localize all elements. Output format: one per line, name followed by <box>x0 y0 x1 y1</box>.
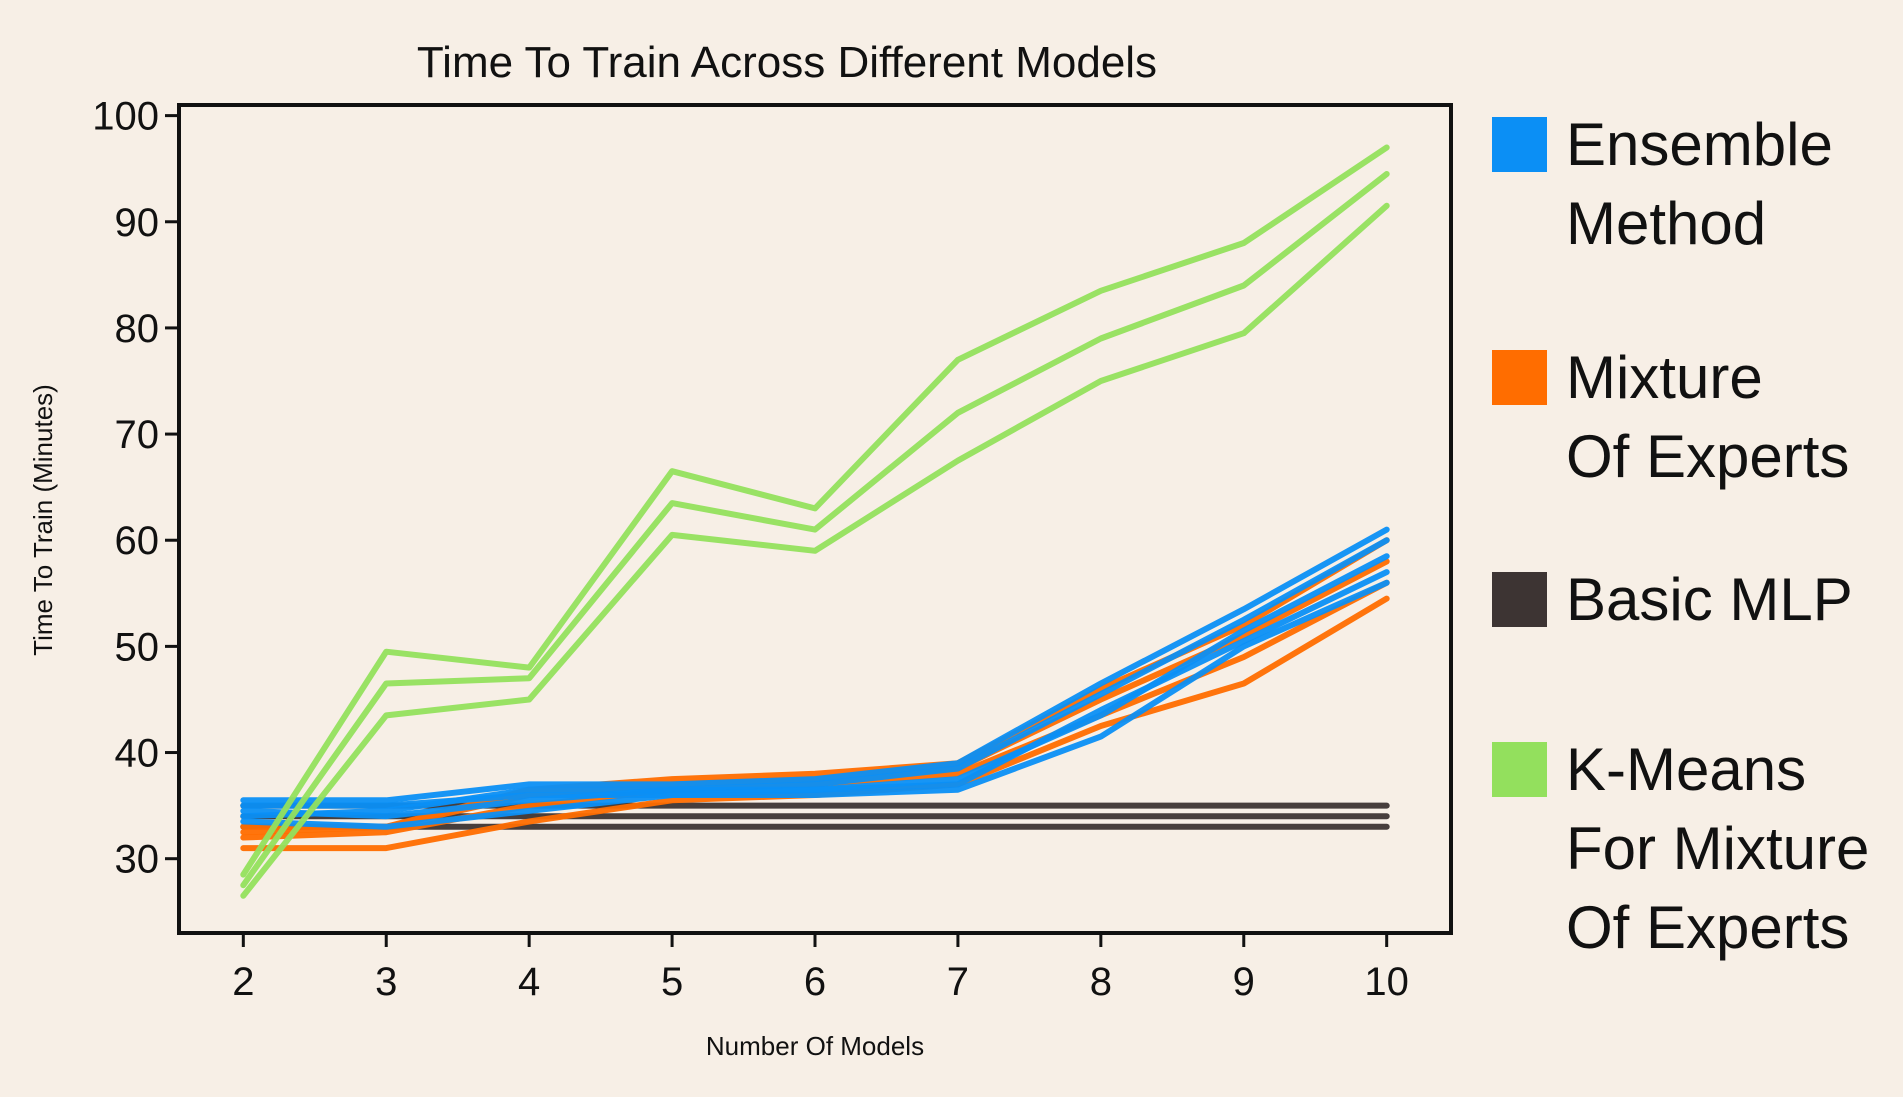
y-tick-label: 90 <box>115 201 160 245</box>
legend-swatch <box>1492 572 1547 627</box>
y-tick-label: 30 <box>115 838 160 882</box>
x-tick-label: 7 <box>947 960 969 1004</box>
chart-title: Time To Train Across Different Models <box>417 38 1157 87</box>
y-tick-label: 70 <box>115 413 160 457</box>
legend-label: Method <box>1566 190 1766 257</box>
y-tick-label: 50 <box>115 625 160 669</box>
legend-label: Of Experts <box>1566 894 1849 961</box>
legend-label: Of Experts <box>1566 423 1849 490</box>
x-tick-label: 4 <box>518 960 540 1004</box>
series-line <box>240 526 1390 804</box>
x-axis-ticks: 2 3 4 5 6 7 8 9 10 <box>232 933 1409 1004</box>
y-tick-label: 60 <box>115 519 160 563</box>
y-tick-label: 100 <box>92 95 159 139</box>
series-line <box>240 579 1390 830</box>
legend-swatch <box>1492 742 1547 797</box>
legend-label: Basic MLP <box>1566 566 1853 633</box>
x-tick-label: 10 <box>1364 960 1409 1004</box>
y-axis-title: Time To Train (Minutes) <box>28 384 58 656</box>
y-tick-label: 40 <box>115 732 160 776</box>
series-line <box>240 171 1390 889</box>
x-tick-label: 3 <box>375 960 397 1004</box>
legend-swatch <box>1492 350 1547 405</box>
legend-label: K-Means <box>1566 736 1806 803</box>
series-line <box>240 569 1390 809</box>
y-tick-label: 80 <box>115 307 160 351</box>
series-line <box>240 144 1390 878</box>
y-axis-ticks: 30 40 50 60 70 80 90 100 <box>92 95 179 882</box>
series-layer <box>240 144 1390 899</box>
legend-swatch <box>1492 117 1547 172</box>
x-tick-label: 8 <box>1090 960 1112 1004</box>
x-tick-label: 5 <box>661 960 683 1004</box>
legend-label: For Mixture <box>1566 815 1869 882</box>
x-tick-label: 6 <box>804 960 826 1004</box>
series-line <box>240 202 1390 899</box>
legend-label: Mixture <box>1566 344 1763 411</box>
x-axis-title: Number Of Models <box>706 1031 924 1061</box>
legend-label: Ensemble <box>1566 111 1833 178</box>
x-tick-label: 9 <box>1233 960 1255 1004</box>
legend: Ensemble Method Mixture Of Experts Basic MLP… <box>1492 111 1869 961</box>
x-tick-label: 2 <box>232 960 254 1004</box>
